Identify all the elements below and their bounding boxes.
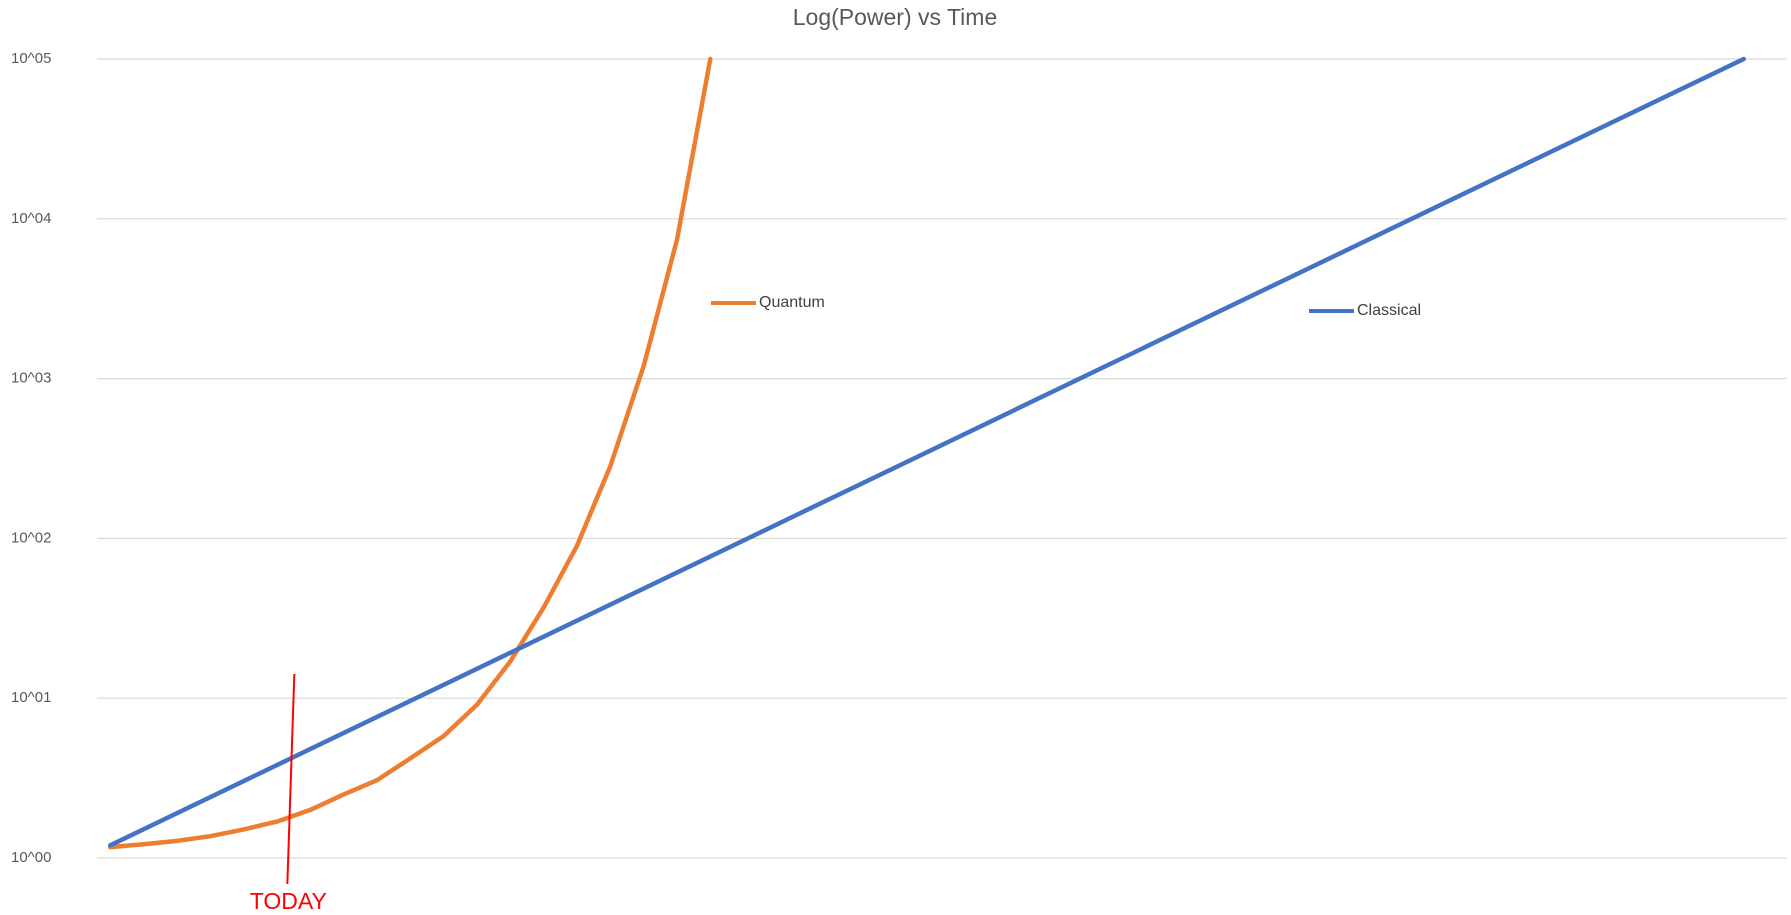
y-tick-label: 10^01	[11, 689, 51, 706]
chart-title: Log(Power) vs Time	[793, 4, 998, 30]
y-tick-label: 10^05	[11, 50, 51, 67]
y-tick-label: 10^04	[11, 210, 51, 227]
annotation-text: TODAY	[250, 888, 327, 914]
y-tick-label: 10^00	[11, 849, 51, 866]
legend-label: Classical	[1357, 302, 1421, 319]
y-tick-label: 10^02	[11, 529, 51, 546]
series-line	[108, 56, 713, 850]
series-line	[108, 56, 1746, 848]
legend-label: Quantum	[759, 294, 825, 311]
y-tick-label: 10^03	[11, 370, 51, 387]
annotation-line	[286, 673, 296, 885]
